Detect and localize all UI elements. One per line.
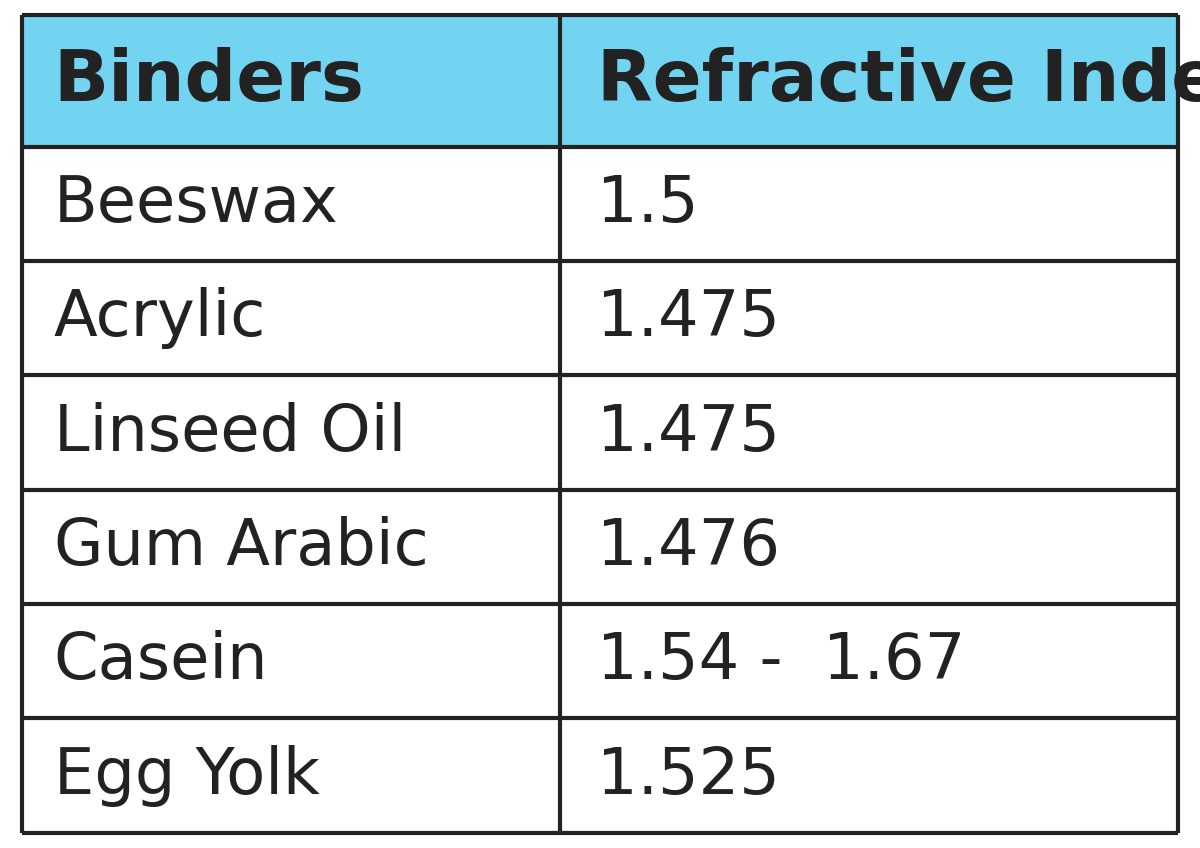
Bar: [22, 718, 1178, 833]
Text: Acrylic: Acrylic: [54, 287, 266, 349]
Text: Gum Arabic: Gum Arabic: [54, 516, 428, 577]
Text: 1.54 -  1.67: 1.54 - 1.67: [596, 630, 965, 692]
Bar: [22, 261, 1178, 376]
Bar: [22, 490, 1178, 604]
Text: 1.475: 1.475: [596, 402, 780, 464]
Text: Casein: Casein: [54, 630, 269, 692]
Text: Egg Yolk: Egg Yolk: [54, 745, 319, 806]
Text: Binders: Binders: [54, 47, 365, 115]
Text: Linseed Oil: Linseed Oil: [54, 402, 406, 464]
Bar: [22, 376, 1178, 490]
Text: Beeswax: Beeswax: [54, 173, 338, 235]
Text: 1.476: 1.476: [596, 516, 780, 577]
Text: 1.525: 1.525: [596, 745, 780, 806]
Bar: [22, 147, 1178, 261]
Text: 1.475: 1.475: [596, 287, 780, 349]
Bar: [22, 15, 1178, 147]
Text: 1.5: 1.5: [596, 173, 698, 235]
Bar: [22, 604, 1178, 718]
Text: Refractive Index: Refractive Index: [596, 47, 1200, 115]
